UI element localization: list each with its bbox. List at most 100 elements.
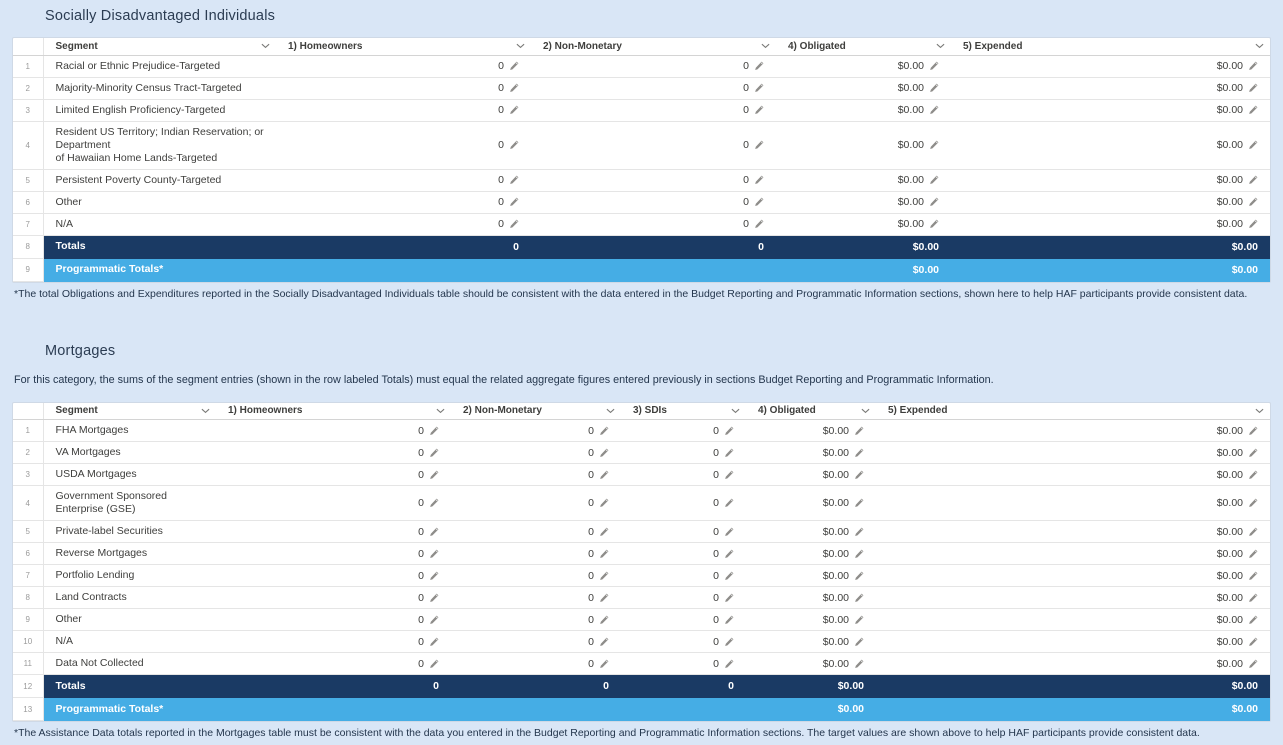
pencil-icon[interactable] (754, 83, 764, 93)
pencil-icon[interactable] (724, 637, 734, 647)
pencil-icon[interactable] (854, 659, 864, 669)
pencil-icon[interactable] (1248, 448, 1258, 458)
pencil-icon[interactable] (854, 448, 864, 458)
pencil-icon[interactable] (1248, 549, 1258, 559)
column-header[interactable]: 3) SDIs (621, 403, 746, 420)
pencil-icon[interactable] (599, 659, 609, 669)
pencil-icon[interactable] (1248, 498, 1258, 508)
pencil-icon[interactable] (854, 615, 864, 625)
pencil-icon[interactable] (429, 571, 439, 581)
pencil-icon[interactable] (429, 498, 439, 508)
pencil-icon[interactable] (429, 527, 439, 537)
pencil-icon[interactable] (599, 527, 609, 537)
pencil-icon[interactable] (429, 470, 439, 480)
column-header[interactable]: 1) Homeowners (276, 38, 531, 55)
pencil-icon[interactable] (854, 498, 864, 508)
pencil-icon[interactable] (724, 470, 734, 480)
pencil-icon[interactable] (599, 549, 609, 559)
pencil-icon[interactable] (724, 426, 734, 436)
pencil-icon[interactable] (929, 175, 939, 185)
pencil-icon[interactable] (1248, 426, 1258, 436)
pencil-icon[interactable] (429, 637, 439, 647)
pencil-icon[interactable] (854, 549, 864, 559)
pencil-icon[interactable] (724, 527, 734, 537)
pencil-icon[interactable] (929, 197, 939, 207)
pencil-icon[interactable] (599, 470, 609, 480)
pencil-icon[interactable] (429, 426, 439, 436)
pencil-icon[interactable] (854, 637, 864, 647)
chevron-down-icon[interactable] (731, 408, 740, 414)
pencil-icon[interactable] (1248, 197, 1258, 207)
column-header[interactable]: 2) Non-Monetary (531, 38, 776, 55)
column-header[interactable]: 5) Expended (951, 38, 1270, 55)
pencil-icon[interactable] (429, 448, 439, 458)
pencil-icon[interactable] (724, 593, 734, 603)
pencil-icon[interactable] (1248, 140, 1258, 150)
pencil-icon[interactable] (599, 498, 609, 508)
pencil-icon[interactable] (1248, 175, 1258, 185)
column-header[interactable]: Segment (43, 38, 276, 55)
pencil-icon[interactable] (724, 549, 734, 559)
pencil-icon[interactable] (599, 615, 609, 625)
pencil-icon[interactable] (929, 83, 939, 93)
pencil-icon[interactable] (599, 593, 609, 603)
chevron-down-icon[interactable] (261, 43, 270, 49)
column-header[interactable]: Segment (43, 403, 216, 420)
pencil-icon[interactable] (754, 175, 764, 185)
pencil-icon[interactable] (1248, 615, 1258, 625)
pencil-icon[interactable] (929, 61, 939, 71)
chevron-down-icon[interactable] (761, 43, 770, 49)
pencil-icon[interactable] (1248, 105, 1258, 115)
pencil-icon[interactable] (854, 571, 864, 581)
pencil-icon[interactable] (1248, 219, 1258, 229)
pencil-icon[interactable] (509, 175, 519, 185)
chevron-down-icon[interactable] (201, 408, 210, 414)
pencil-icon[interactable] (429, 659, 439, 669)
chevron-down-icon[interactable] (436, 408, 445, 414)
pencil-icon[interactable] (854, 527, 864, 537)
pencil-icon[interactable] (599, 448, 609, 458)
pencil-icon[interactable] (754, 219, 764, 229)
pencil-icon[interactable] (929, 105, 939, 115)
pencil-icon[interactable] (724, 571, 734, 581)
pencil-icon[interactable] (509, 83, 519, 93)
column-header[interactable]: 4) Obligated (776, 38, 951, 55)
pencil-icon[interactable] (599, 571, 609, 581)
pencil-icon[interactable] (509, 219, 519, 229)
pencil-icon[interactable] (1248, 593, 1258, 603)
pencil-icon[interactable] (854, 593, 864, 603)
pencil-icon[interactable] (929, 140, 939, 150)
pencil-icon[interactable] (429, 549, 439, 559)
pencil-icon[interactable] (724, 448, 734, 458)
chevron-down-icon[interactable] (1255, 43, 1264, 49)
pencil-icon[interactable] (429, 593, 439, 603)
pencil-icon[interactable] (754, 105, 764, 115)
pencil-icon[interactable] (509, 140, 519, 150)
pencil-icon[interactable] (754, 197, 764, 207)
chevron-down-icon[interactable] (936, 43, 945, 49)
pencil-icon[interactable] (1248, 470, 1258, 480)
pencil-icon[interactable] (929, 219, 939, 229)
pencil-icon[interactable] (724, 498, 734, 508)
pencil-icon[interactable] (1248, 61, 1258, 71)
chevron-down-icon[interactable] (1255, 408, 1264, 414)
chevron-down-icon[interactable] (606, 408, 615, 414)
chevron-down-icon[interactable] (516, 43, 525, 49)
pencil-icon[interactable] (1248, 83, 1258, 93)
column-header[interactable]: 5) Expended (876, 403, 1270, 420)
pencil-icon[interactable] (854, 470, 864, 480)
pencil-icon[interactable] (1248, 659, 1258, 669)
chevron-down-icon[interactable] (861, 408, 870, 414)
pencil-icon[interactable] (509, 61, 519, 71)
pencil-icon[interactable] (754, 140, 764, 150)
pencil-icon[interactable] (599, 637, 609, 647)
column-header[interactable]: 2) Non-Monetary (451, 403, 621, 420)
pencil-icon[interactable] (724, 615, 734, 625)
pencil-icon[interactable] (724, 659, 734, 669)
pencil-icon[interactable] (854, 426, 864, 436)
column-header[interactable]: 1) Homeowners (216, 403, 451, 420)
pencil-icon[interactable] (1248, 637, 1258, 647)
pencil-icon[interactable] (1248, 527, 1258, 537)
column-header[interactable]: 4) Obligated (746, 403, 876, 420)
pencil-icon[interactable] (754, 61, 764, 71)
